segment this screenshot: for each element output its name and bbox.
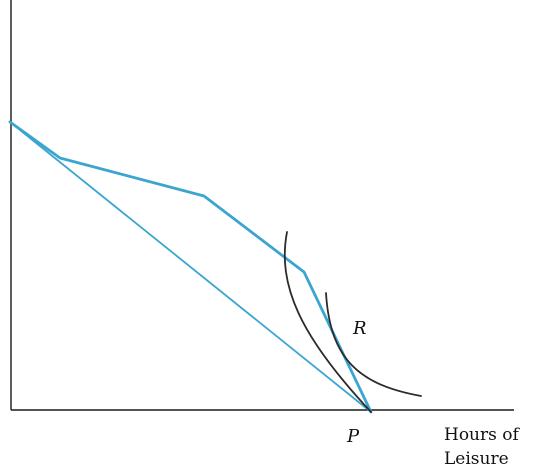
point-p-label: P (346, 426, 360, 447)
indifference-curve-2 (325, 292, 422, 397)
x-axis-label-line1: Hours of (444, 425, 520, 445)
x-axis-label-line2: Leisure (444, 449, 509, 469)
point-r-label: R (352, 318, 367, 339)
kinked-budget-line (8, 120, 373, 414)
straight-budget-line (9, 121, 372, 413)
indifference-curve-1 (283, 231, 372, 413)
